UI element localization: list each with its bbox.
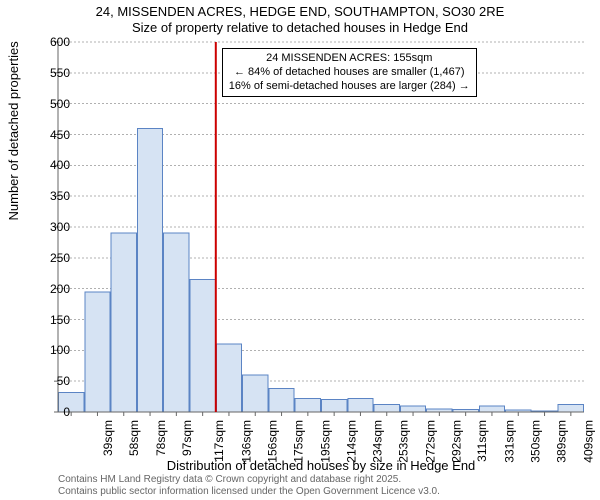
y-tick-label: 150 <box>30 313 70 327</box>
bar <box>243 375 268 412</box>
bar <box>137 128 162 412</box>
bar <box>479 406 504 412</box>
bar <box>295 398 320 412</box>
annotation-line-2: ← 84% of detached houses are smaller (1,… <box>229 66 470 80</box>
x-tick-label: 350sqm <box>529 420 543 463</box>
y-tick-label: 350 <box>30 189 70 203</box>
footnote-line-2: Contains public sector information licen… <box>58 486 584 498</box>
plot-svg <box>58 42 584 412</box>
x-tick-label: 253sqm <box>397 420 411 463</box>
y-tick-label: 250 <box>30 251 70 265</box>
y-tick-label: 550 <box>30 66 70 80</box>
x-tick-label: 292sqm <box>450 420 464 463</box>
footnote: Contains HM Land Registry data © Crown c… <box>58 474 584 498</box>
x-tick-label: 117sqm <box>212 420 226 462</box>
x-tick-label: 97sqm <box>180 420 194 456</box>
bar <box>400 406 425 412</box>
footnote-line-1: Contains HM Land Registry data © Crown c… <box>58 474 584 486</box>
x-tick-label: 272sqm <box>423 420 437 463</box>
y-tick-label: 100 <box>30 343 70 357</box>
bar <box>164 233 189 412</box>
bar <box>322 400 347 412</box>
title-line-1: 24, MISSENDEN ACRES, HEDGE END, SOUTHAMP… <box>0 4 600 20</box>
x-tick-label: 409sqm <box>581 420 595 463</box>
bar <box>269 389 294 412</box>
y-tick-label: 500 <box>30 97 70 111</box>
y-tick-label: 0 <box>30 405 70 419</box>
x-tick-label: 389sqm <box>555 420 569 463</box>
x-tick-label: 195sqm <box>318 420 332 463</box>
y-tick-label: 300 <box>30 220 70 234</box>
x-tick-label: 234sqm <box>371 420 385 463</box>
bar <box>558 405 583 412</box>
title-line-2: Size of property relative to detached ho… <box>0 20 600 36</box>
chart-root: 24, MISSENDEN ACRES, HEDGE END, SOUTHAMP… <box>0 0 600 500</box>
x-tick-label: 136sqm <box>239 420 253 463</box>
bar <box>85 292 110 412</box>
x-tick-label: 175sqm <box>292 420 306 463</box>
x-tick-label: 58sqm <box>127 420 141 456</box>
y-axis-label: Number of detached properties <box>6 41 21 220</box>
annotation-line-3: 16% of semi-detached houses are larger (… <box>229 80 470 94</box>
y-tick-label: 450 <box>30 128 70 142</box>
x-tick-label: 78sqm <box>154 420 168 456</box>
bar <box>190 279 215 412</box>
annotation-box: 24 MISSENDEN ACRES: 155sqm ← 84% of deta… <box>222 48 477 97</box>
x-tick-label: 311sqm <box>475 420 489 462</box>
y-tick-label: 400 <box>30 158 70 172</box>
y-tick-label: 200 <box>30 282 70 296</box>
x-tick-label: 214sqm <box>345 420 359 463</box>
annotation-line-1: 24 MISSENDEN ACRES: 155sqm <box>229 52 470 66</box>
y-tick-label: 50 <box>30 374 70 388</box>
bar <box>374 405 399 412</box>
bar <box>348 398 373 412</box>
x-tick-label: 331sqm <box>502 420 516 463</box>
x-tick-label: 156sqm <box>266 420 280 463</box>
plot-area: 24 MISSENDEN ACRES: 155sqm ← 84% of deta… <box>58 42 584 412</box>
bar <box>111 233 136 412</box>
y-tick-label: 600 <box>30 35 70 49</box>
bar <box>216 344 241 412</box>
x-tick-label: 39sqm <box>101 420 115 456</box>
chart-title: 24, MISSENDEN ACRES, HEDGE END, SOUTHAMP… <box>0 0 600 37</box>
